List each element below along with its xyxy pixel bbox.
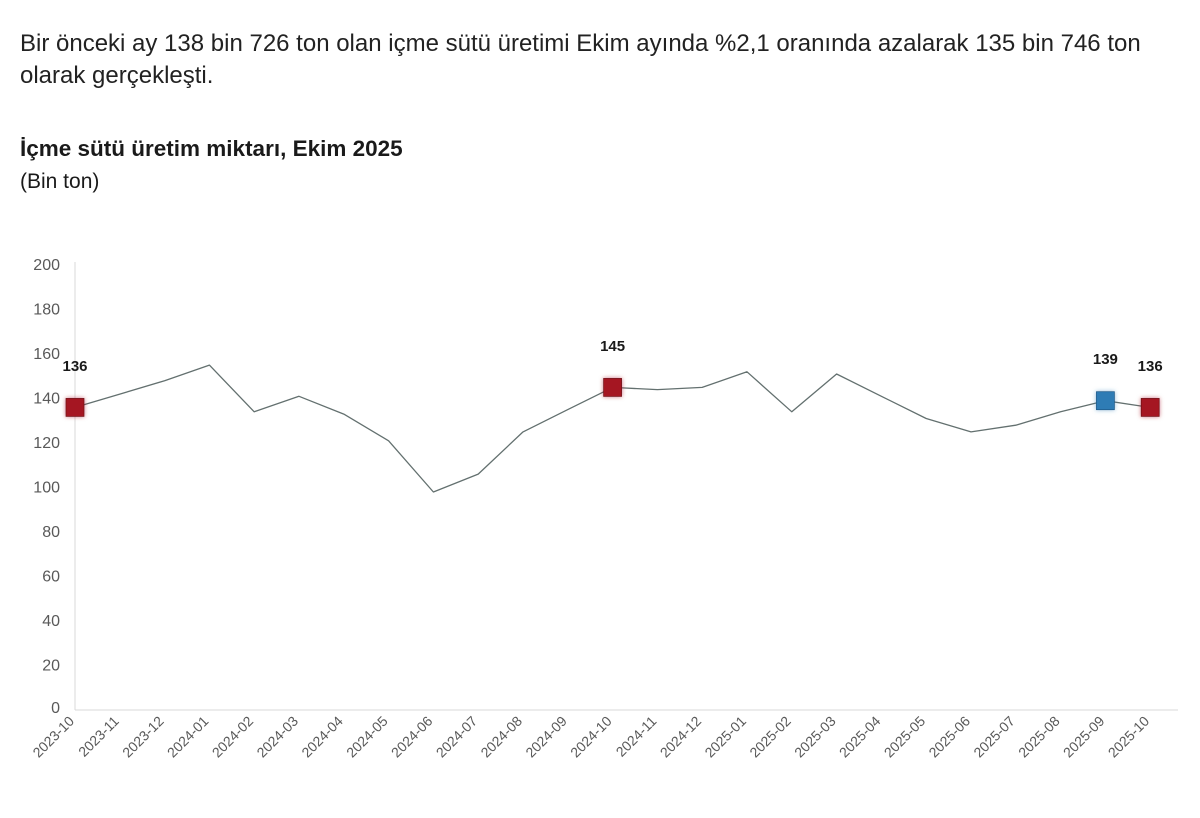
svg-text:20: 20: [42, 658, 60, 675]
svg-text:2024-06: 2024-06: [388, 713, 436, 761]
svg-text:2025-05: 2025-05: [881, 713, 929, 761]
svg-text:2024-07: 2024-07: [433, 713, 481, 761]
svg-text:2025-03: 2025-03: [791, 713, 839, 761]
svg-text:100: 100: [33, 480, 60, 497]
svg-text:2024-10: 2024-10: [567, 713, 615, 761]
svg-text:136: 136: [1138, 358, 1163, 375]
svg-text:2024-03: 2024-03: [253, 713, 301, 761]
svg-text:2025-07: 2025-07: [970, 713, 1018, 761]
svg-text:2024-09: 2024-09: [522, 713, 570, 761]
svg-text:80: 80: [42, 524, 60, 541]
svg-text:145: 145: [600, 338, 625, 355]
svg-text:2023-12: 2023-12: [119, 713, 167, 761]
svg-text:2025-09: 2025-09: [1060, 713, 1108, 761]
svg-text:2025-10: 2025-10: [1105, 713, 1153, 761]
svg-text:2024-08: 2024-08: [477, 713, 525, 761]
svg-text:2025-01: 2025-01: [701, 713, 749, 761]
svg-text:2024-02: 2024-02: [209, 713, 257, 761]
svg-text:139: 139: [1093, 351, 1118, 368]
svg-text:40: 40: [42, 613, 60, 630]
svg-text:2024-04: 2024-04: [298, 713, 346, 761]
svg-text:2025-08: 2025-08: [1015, 713, 1063, 761]
svg-text:2025-04: 2025-04: [836, 713, 884, 761]
svg-text:2024-05: 2024-05: [343, 713, 391, 761]
svg-text:120: 120: [33, 435, 60, 452]
svg-text:2025-06: 2025-06: [925, 713, 973, 761]
svg-text:2023-11: 2023-11: [75, 713, 122, 760]
svg-text:200: 200: [33, 257, 60, 274]
svg-text:140: 140: [33, 391, 60, 408]
svg-text:2024-01: 2024-01: [164, 713, 212, 761]
svg-text:2025-02: 2025-02: [746, 713, 794, 761]
svg-text:0: 0: [51, 700, 60, 717]
svg-text:2024-12: 2024-12: [657, 713, 705, 761]
svg-text:180: 180: [33, 302, 60, 319]
svg-text:2023-10: 2023-10: [29, 713, 77, 761]
svg-text:60: 60: [42, 569, 60, 586]
svg-text:160: 160: [33, 346, 60, 363]
svg-text:136: 136: [62, 358, 87, 375]
svg-text:2024-11: 2024-11: [613, 713, 660, 760]
